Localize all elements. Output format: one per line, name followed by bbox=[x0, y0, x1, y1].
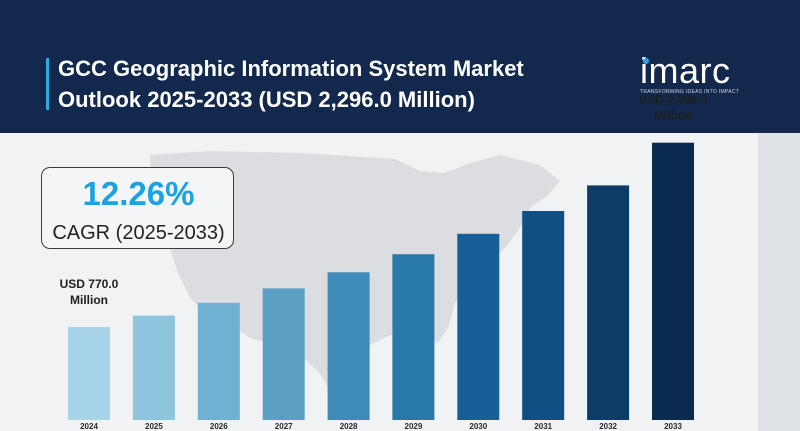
cagr-box: 12.26% CAGR (2025-2033) bbox=[41, 167, 234, 249]
bar-2033 bbox=[652, 142, 694, 420]
bar-2026 bbox=[197, 302, 240, 420]
x-tick-label: 2032 bbox=[599, 422, 617, 431]
cagr-label: CAGR (2025-2033) bbox=[52, 222, 225, 244]
imarc-logo: imarc TRANSFORMING IDEAS INTO IMPACT bbox=[636, 51, 741, 100]
x-tick-label: 2030 bbox=[469, 422, 487, 431]
bar-2027 bbox=[262, 288, 305, 420]
bar-2031 bbox=[522, 211, 565, 420]
right-side-strip bbox=[758, 133, 800, 431]
data-label-2024-line2: Million bbox=[70, 293, 108, 307]
x-tick-label: 2029 bbox=[405, 422, 423, 431]
header-banner: GCC Geographic Information System Market… bbox=[0, 0, 800, 133]
bar-2025 bbox=[132, 315, 175, 420]
logo-tagline: TRANSFORMING IDEAS INTO IMPACT bbox=[640, 89, 740, 95]
x-tick-label: 2026 bbox=[210, 422, 228, 431]
data-label-2033-line2: Million bbox=[654, 109, 692, 123]
data-label-2024-line1: USD 770.0 bbox=[60, 277, 119, 291]
bar-2032 bbox=[587, 185, 630, 420]
logo-dot-icon bbox=[643, 58, 649, 64]
bar-2030 bbox=[457, 233, 500, 420]
title-accent-bar bbox=[46, 58, 49, 110]
cagr-value: 12.26% bbox=[82, 175, 195, 212]
bar-2028 bbox=[327, 272, 370, 420]
x-tick-label: 2031 bbox=[534, 422, 552, 431]
title-line-2: Outlook 2025-2033 (USD 2,296.0 Million) bbox=[58, 87, 475, 112]
bar-2029 bbox=[392, 254, 435, 420]
x-tick-label: 2027 bbox=[275, 422, 293, 431]
x-tick-label: 2028 bbox=[340, 422, 358, 431]
chart-title: GCC Geographic Information System Market… bbox=[58, 53, 578, 115]
map-silhouette-background bbox=[150, 151, 560, 391]
data-label-2033-line1: USD 2,296.0 bbox=[639, 93, 708, 107]
x-tick-label: 2025 bbox=[145, 422, 163, 431]
bar-2024 bbox=[68, 327, 110, 420]
logo-wordmark: imarc bbox=[640, 50, 731, 91]
x-tick-label: 2033 bbox=[664, 422, 682, 431]
title-line-1: GCC Geographic Information System Market bbox=[58, 56, 524, 81]
x-tick-label: 2024 bbox=[80, 422, 98, 431]
